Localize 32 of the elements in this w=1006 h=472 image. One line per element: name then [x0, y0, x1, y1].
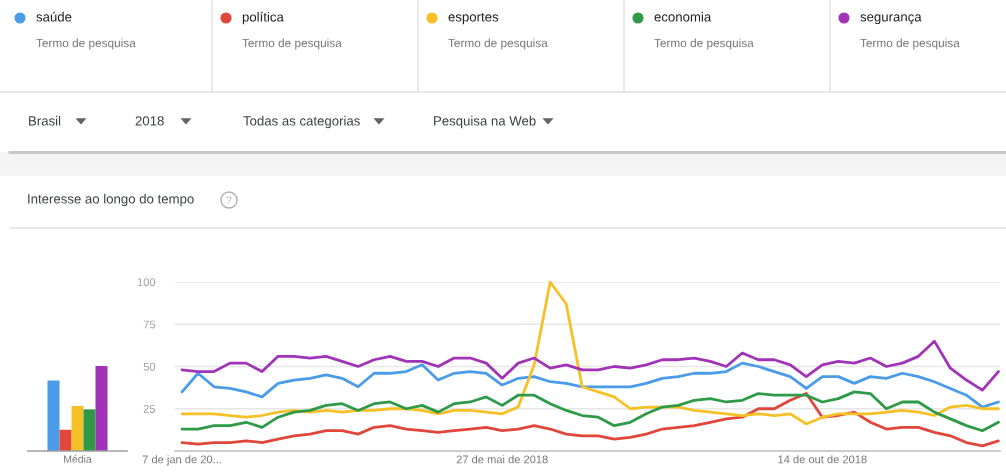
chart-title: Interesse ao longo do tempo [28, 193, 194, 207]
x-tick-label: Média [64, 455, 92, 463]
text: Termo de pesquisa [860, 38, 960, 50]
bar [59, 429, 72, 451]
legend-label: saúde [36, 11, 72, 22]
text: Termo de pesquisa [242, 38, 342, 50]
text: 2018 [135, 116, 164, 126]
legend-label: segurança [860, 14, 922, 25]
bar [95, 366, 108, 451]
y-tick-label: 25 [143, 405, 156, 413]
text: Brasil [29, 115, 61, 126]
text: Termo de pesquisa [654, 38, 754, 50]
y-tick-label: 100 [137, 278, 156, 287]
text: Todas as categorias [243, 115, 360, 129]
y-tick-label: 75 [143, 320, 156, 329]
y-tick-label: 50 [143, 362, 156, 371]
bar [83, 409, 96, 451]
legend-label: economia [654, 11, 712, 22]
x-tick-label: 14 de out de 2018 [778, 455, 867, 464]
legend-label: esportes [448, 12, 499, 25]
line-series [180, 392, 1000, 448]
x-tick-label: 27 de mai de 2018 [456, 455, 548, 464]
text: Termo de pesquisa [448, 38, 548, 50]
bar [47, 380, 60, 451]
line-series [180, 280, 1000, 426]
text: Pesquisa na Web [434, 115, 536, 129]
line-series [180, 361, 1000, 409]
line-series [180, 339, 1000, 392]
line-series [180, 390, 1000, 433]
text: Termo de pesquisa [36, 38, 136, 50]
legend-label: política [242, 11, 284, 25]
x-tick-label: 7 de jan de 20... [142, 455, 221, 466]
